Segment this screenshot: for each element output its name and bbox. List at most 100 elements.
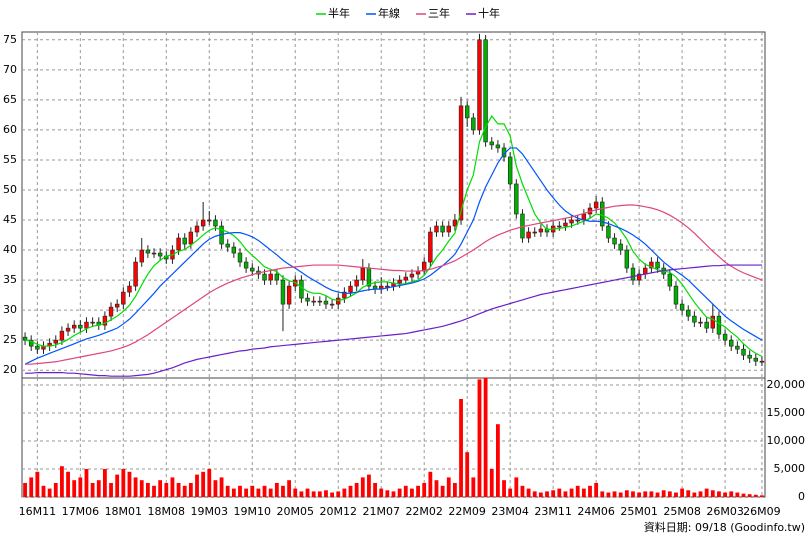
volume-bar — [281, 485, 285, 497]
candle-body — [729, 339, 734, 347]
candle-body — [495, 144, 501, 149]
candle-body — [667, 273, 673, 287]
candle-body — [397, 279, 402, 284]
candle-body — [686, 309, 691, 317]
volume-tick-label: 5,000 — [774, 462, 806, 475]
candle-body — [22, 336, 28, 341]
volume-bar — [686, 490, 691, 497]
volume-bar — [514, 477, 519, 497]
y-tick-label: 25 — [3, 333, 17, 346]
candle-body — [636, 273, 642, 281]
candle-body — [710, 315, 716, 329]
x-tick-label: 21M07 — [362, 505, 400, 518]
volume-bar — [385, 490, 390, 497]
volume-bar — [164, 483, 169, 497]
candle-body — [446, 225, 451, 233]
candle-body — [526, 231, 531, 239]
candle-body — [35, 345, 40, 350]
volume-bar — [373, 483, 377, 497]
candle-body — [477, 39, 482, 131]
x-tick-label: 25M01 — [620, 505, 658, 518]
volume-bar — [563, 491, 568, 497]
volume-bar — [508, 488, 513, 497]
candle-body — [231, 246, 237, 254]
candle-body — [200, 219, 206, 227]
candle-body — [262, 273, 267, 281]
volume-bar — [667, 491, 672, 497]
volume-bar — [90, 483, 95, 497]
candle-body — [354, 279, 359, 287]
candle-body — [299, 279, 304, 299]
candle-body — [323, 300, 329, 305]
y-tick-label: 20 — [3, 363, 17, 376]
candle-body — [514, 183, 519, 215]
y-tick-label: 30 — [3, 303, 17, 316]
volume-bar — [661, 490, 666, 497]
candle-body — [471, 117, 476, 131]
x-tick-label: 18M08 — [148, 505, 186, 518]
candle-body — [575, 219, 580, 222]
y-tick-label: 75 — [3, 33, 17, 46]
candle-body — [243, 261, 249, 269]
candle-body — [188, 231, 194, 245]
legend-label: 三年 — [428, 6, 450, 20]
candle-body — [213, 219, 218, 227]
candle-body — [735, 345, 740, 350]
candle-body — [409, 273, 415, 278]
volume-bar — [109, 483, 113, 497]
candle-body — [53, 339, 58, 344]
candle-body — [127, 285, 132, 293]
volume-bar — [311, 491, 316, 497]
y-tick-label: 70 — [3, 63, 17, 76]
candle-body — [753, 357, 758, 362]
volume-bar — [145, 483, 150, 497]
candle-body — [464, 105, 470, 119]
volume-bar — [489, 469, 494, 497]
volume-tick-label: 15,000 — [767, 406, 806, 419]
volume-bar — [698, 491, 703, 497]
ma-line — [24, 115, 763, 357]
candle-body — [286, 285, 292, 305]
volume-bar — [575, 485, 580, 497]
candle-body — [90, 321, 95, 324]
x-tick-label: 19M10 — [234, 505, 272, 518]
candle-body — [305, 297, 310, 302]
x-tick-label: 17M06 — [62, 505, 100, 518]
ma-line — [25, 204, 763, 365]
volume-bar — [760, 495, 764, 497]
candle-body — [630, 267, 636, 281]
volume-bar — [170, 477, 175, 497]
candle-body — [176, 237, 181, 251]
volume-bar — [440, 485, 445, 497]
volume-bar — [293, 488, 298, 497]
x-tick-label: 22M09 — [448, 505, 486, 518]
candle-body — [698, 321, 703, 324]
candle-body — [440, 225, 445, 233]
candle-body — [65, 327, 71, 332]
volume-bar — [102, 469, 107, 497]
candle-body — [207, 219, 212, 222]
volume-bar — [53, 483, 58, 497]
volume-bar — [305, 488, 310, 497]
volume-bar — [299, 491, 304, 497]
x-tick-label: 24M06 — [577, 505, 615, 518]
volume-bar — [428, 471, 433, 497]
volume-bar — [594, 483, 599, 497]
volume-bar — [207, 469, 212, 497]
volume-bar — [182, 485, 187, 497]
volume-bar — [354, 483, 359, 497]
volume-bar — [96, 480, 101, 497]
volume-bar — [538, 492, 543, 497]
volume-bar — [710, 490, 715, 497]
volume-bar — [416, 485, 420, 497]
ma-line — [25, 264, 762, 377]
candle-body — [532, 231, 537, 234]
candle-body — [145, 249, 151, 254]
x-tick-label: 26M09 — [743, 505, 781, 518]
y-tick-label: 35 — [3, 273, 17, 286]
volume-bar — [152, 485, 156, 497]
volume-bar — [674, 492, 678, 497]
volume-bar — [471, 477, 476, 497]
candle-body — [569, 219, 574, 224]
